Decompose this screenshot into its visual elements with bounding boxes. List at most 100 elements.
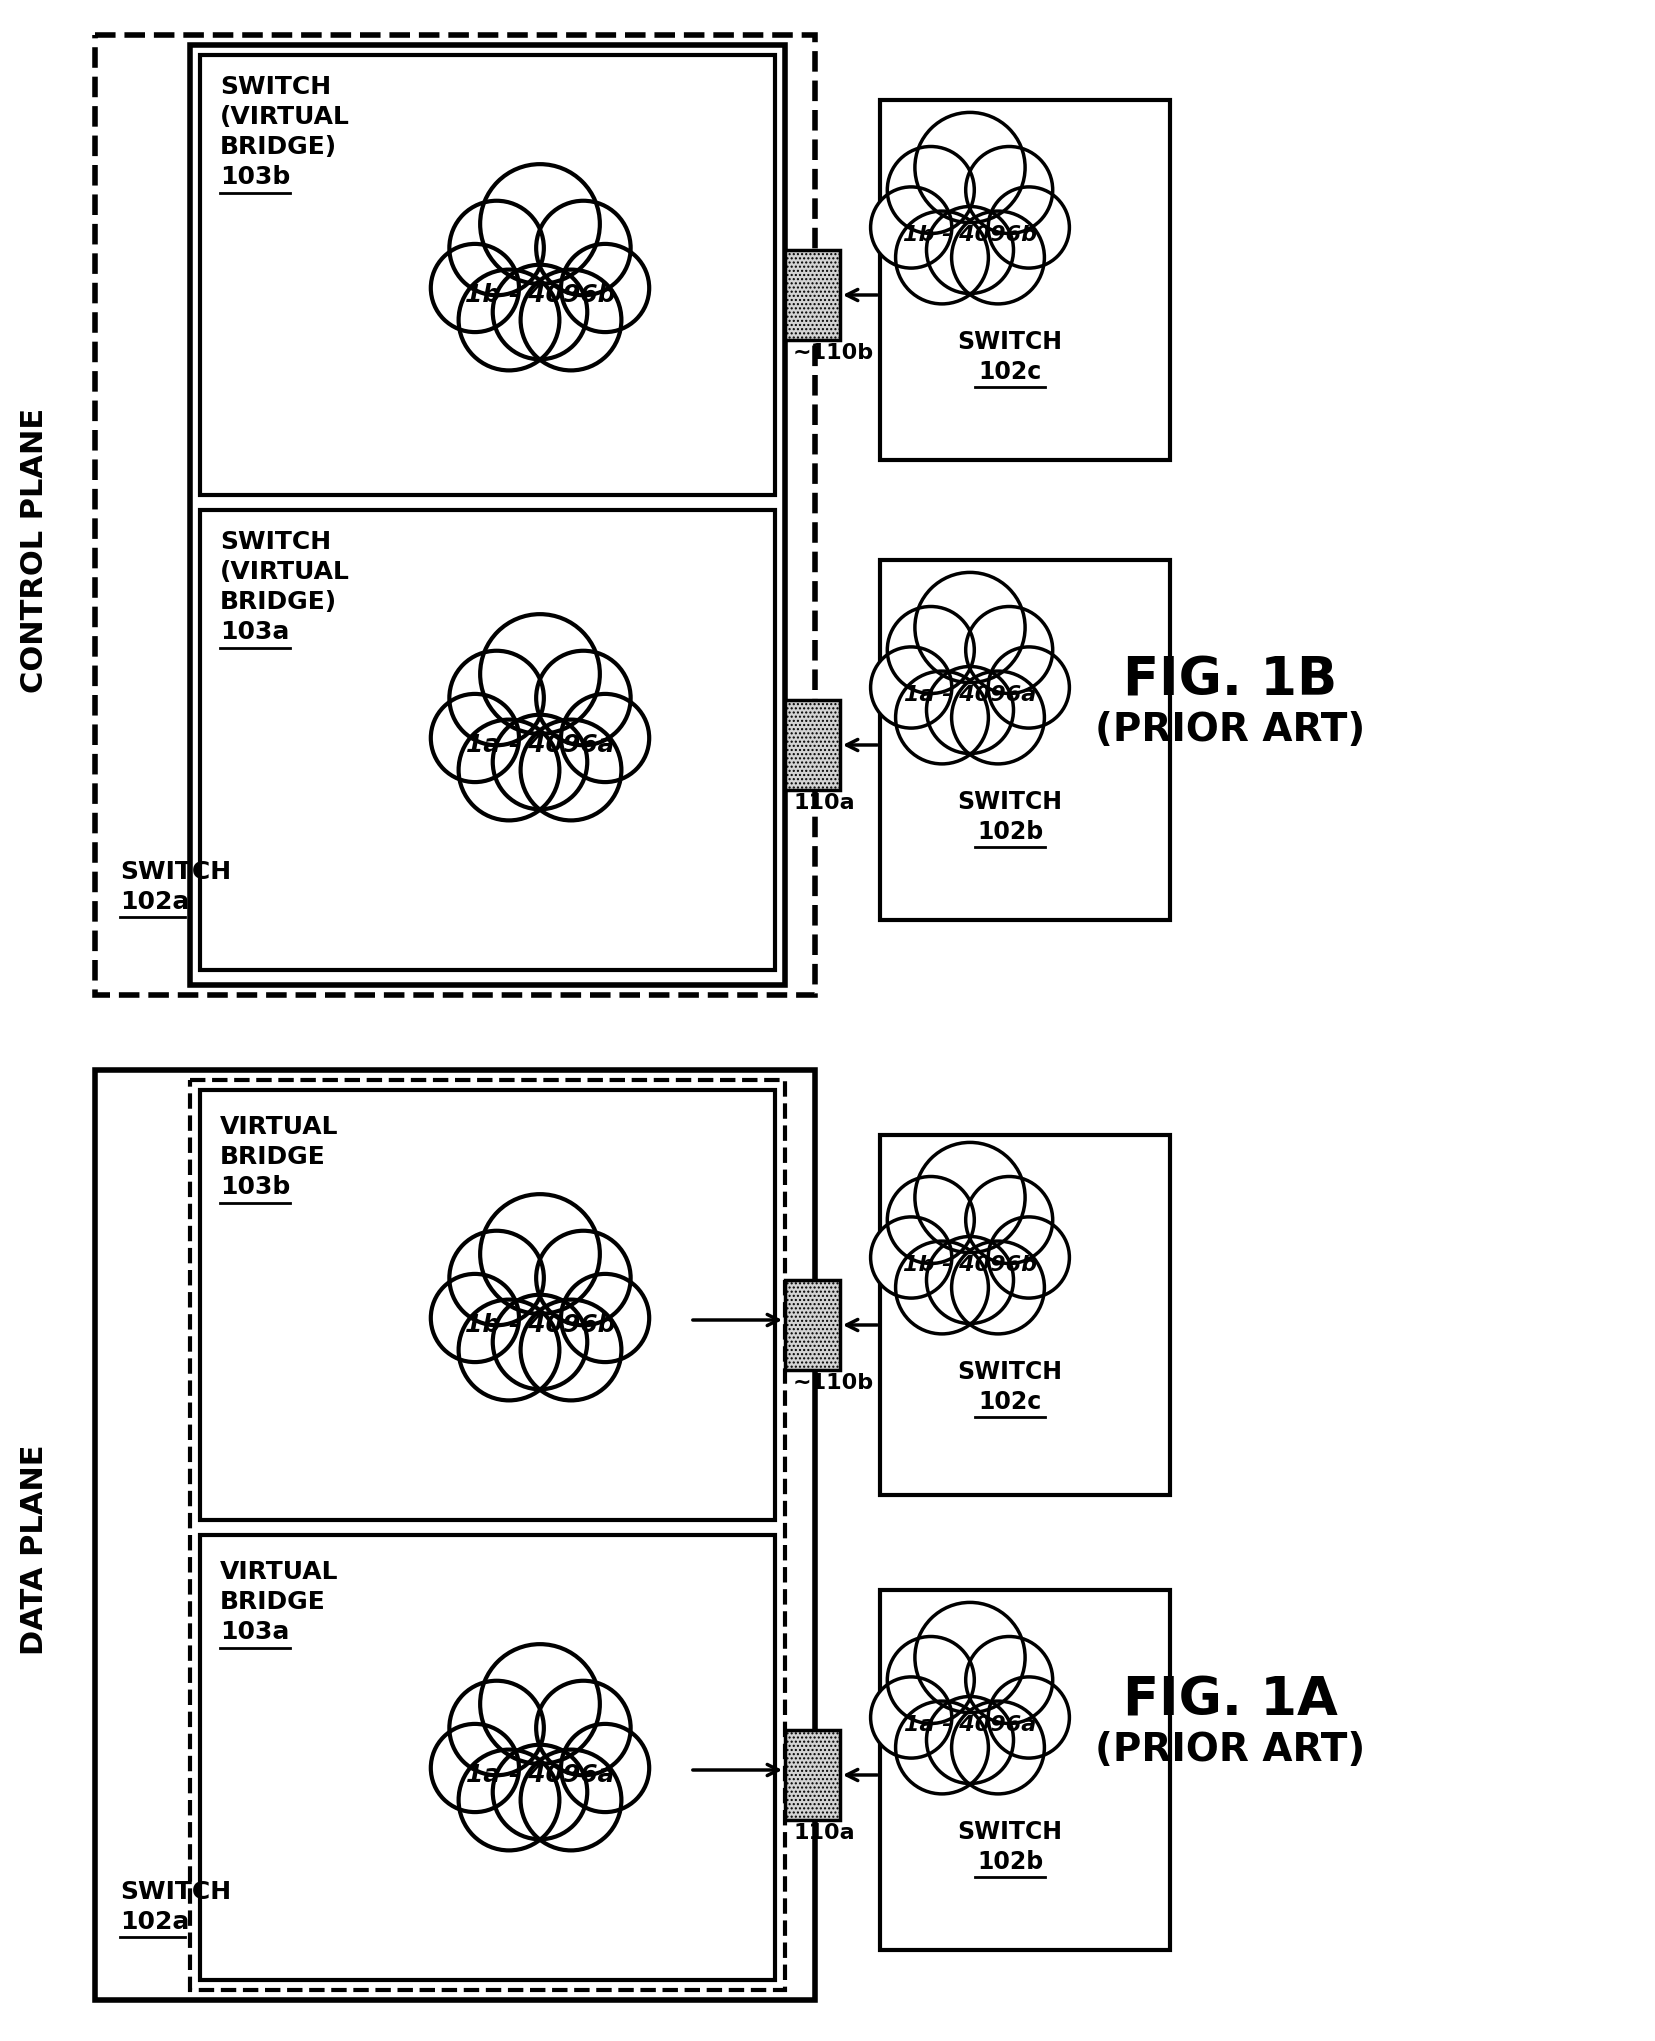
Circle shape (458, 269, 559, 369)
Circle shape (493, 1745, 588, 1839)
Circle shape (871, 1216, 952, 1298)
Text: 110a: 110a (793, 1823, 854, 1843)
Bar (880, 1135, 1170, 1494)
Circle shape (967, 1176, 1053, 1263)
Circle shape (895, 210, 988, 304)
Bar (784, 1280, 841, 1370)
Circle shape (480, 163, 599, 284)
Text: 1a - 4096a: 1a - 4096a (465, 733, 614, 757)
Circle shape (915, 112, 1024, 222)
Circle shape (887, 1637, 975, 1723)
Circle shape (871, 1678, 952, 1757)
Circle shape (536, 651, 631, 745)
Circle shape (430, 694, 520, 782)
Bar (94, 35, 814, 996)
Text: 103a: 103a (220, 620, 290, 645)
Circle shape (952, 210, 1044, 304)
Circle shape (915, 571, 1024, 682)
Text: SWITCH: SWITCH (220, 76, 331, 100)
Circle shape (493, 714, 588, 808)
Text: SWITCH: SWITCH (958, 1359, 1063, 1384)
Text: 102a: 102a (121, 1910, 189, 1935)
Circle shape (458, 1300, 559, 1400)
Text: FIG. 1B: FIG. 1B (1122, 653, 1337, 706)
Circle shape (450, 1680, 544, 1776)
Circle shape (927, 1696, 1013, 1784)
Text: (VIRTUAL: (VIRTUAL (220, 104, 349, 129)
Text: 103a: 103a (220, 1621, 290, 1643)
Circle shape (561, 694, 649, 782)
Text: SWITCH: SWITCH (121, 859, 232, 884)
Bar (200, 1090, 775, 1521)
Text: 1a - 4096a: 1a - 4096a (465, 1763, 614, 1788)
Bar (200, 510, 775, 969)
Circle shape (927, 206, 1013, 294)
Circle shape (458, 1749, 559, 1851)
Text: 102c: 102c (978, 359, 1041, 384)
Text: (PRIOR ART): (PRIOR ART) (1096, 1731, 1365, 1770)
Bar (200, 55, 775, 496)
Circle shape (493, 1294, 588, 1390)
Text: 102b: 102b (976, 1849, 1043, 1874)
Circle shape (480, 1194, 599, 1314)
Circle shape (521, 1300, 621, 1400)
Circle shape (480, 614, 599, 735)
Text: BRIDGE: BRIDGE (220, 1145, 326, 1169)
Circle shape (493, 265, 588, 359)
Circle shape (871, 188, 952, 267)
Circle shape (871, 647, 952, 729)
Text: 1b - 4096b: 1b - 4096b (465, 284, 616, 306)
Bar (200, 1535, 775, 1980)
Text: 1b - 4096b: 1b - 4096b (904, 1255, 1038, 1276)
Circle shape (521, 269, 621, 369)
Bar (784, 249, 841, 341)
Text: 1a - 4096a: 1a - 4096a (904, 1714, 1036, 1735)
Bar (94, 1069, 814, 2000)
Circle shape (988, 1678, 1069, 1757)
Text: VIRTUAL: VIRTUAL (220, 1114, 339, 1139)
Circle shape (450, 651, 544, 745)
Circle shape (927, 667, 1013, 753)
Text: SWITCH: SWITCH (958, 1821, 1063, 1843)
Text: 1b - 4096b: 1b - 4096b (465, 1312, 616, 1337)
Circle shape (952, 1241, 1044, 1335)
Text: 103b: 103b (220, 165, 290, 190)
Circle shape (895, 671, 988, 763)
Bar (190, 45, 784, 986)
Text: ~110b: ~110b (793, 343, 874, 363)
Text: 1a - 4096a: 1a - 4096a (904, 686, 1036, 704)
Text: (VIRTUAL: (VIRTUAL (220, 559, 349, 584)
Text: SWITCH: SWITCH (121, 1880, 232, 1904)
Circle shape (536, 200, 631, 296)
Circle shape (895, 1700, 988, 1794)
Circle shape (988, 1216, 1069, 1298)
Circle shape (521, 720, 621, 820)
Circle shape (887, 1176, 975, 1263)
Circle shape (927, 1237, 1013, 1323)
Text: CONTROL PLANE: CONTROL PLANE (20, 408, 50, 692)
Circle shape (988, 647, 1069, 729)
Circle shape (915, 1602, 1024, 1712)
Circle shape (561, 1725, 649, 1812)
Circle shape (480, 1645, 599, 1763)
Circle shape (536, 1680, 631, 1776)
Circle shape (887, 606, 975, 694)
Circle shape (430, 1274, 520, 1361)
Circle shape (967, 606, 1053, 694)
Text: ~110b: ~110b (793, 1374, 874, 1394)
Bar (880, 559, 1170, 920)
Text: 1b - 4096b: 1b - 4096b (904, 225, 1038, 245)
Text: BRIDGE: BRIDGE (220, 1590, 326, 1614)
Bar (784, 700, 841, 790)
Circle shape (561, 1274, 649, 1361)
Circle shape (988, 188, 1069, 267)
Text: DATA PLANE: DATA PLANE (20, 1445, 50, 1655)
Circle shape (450, 1231, 544, 1325)
Circle shape (430, 1725, 520, 1812)
Text: (PRIOR ART): (PRIOR ART) (1096, 710, 1365, 749)
Circle shape (887, 147, 975, 233)
Text: BRIDGE): BRIDGE) (220, 135, 338, 159)
Bar (190, 1080, 784, 1990)
Text: VIRTUAL: VIRTUAL (220, 1559, 339, 1584)
Circle shape (561, 245, 649, 333)
